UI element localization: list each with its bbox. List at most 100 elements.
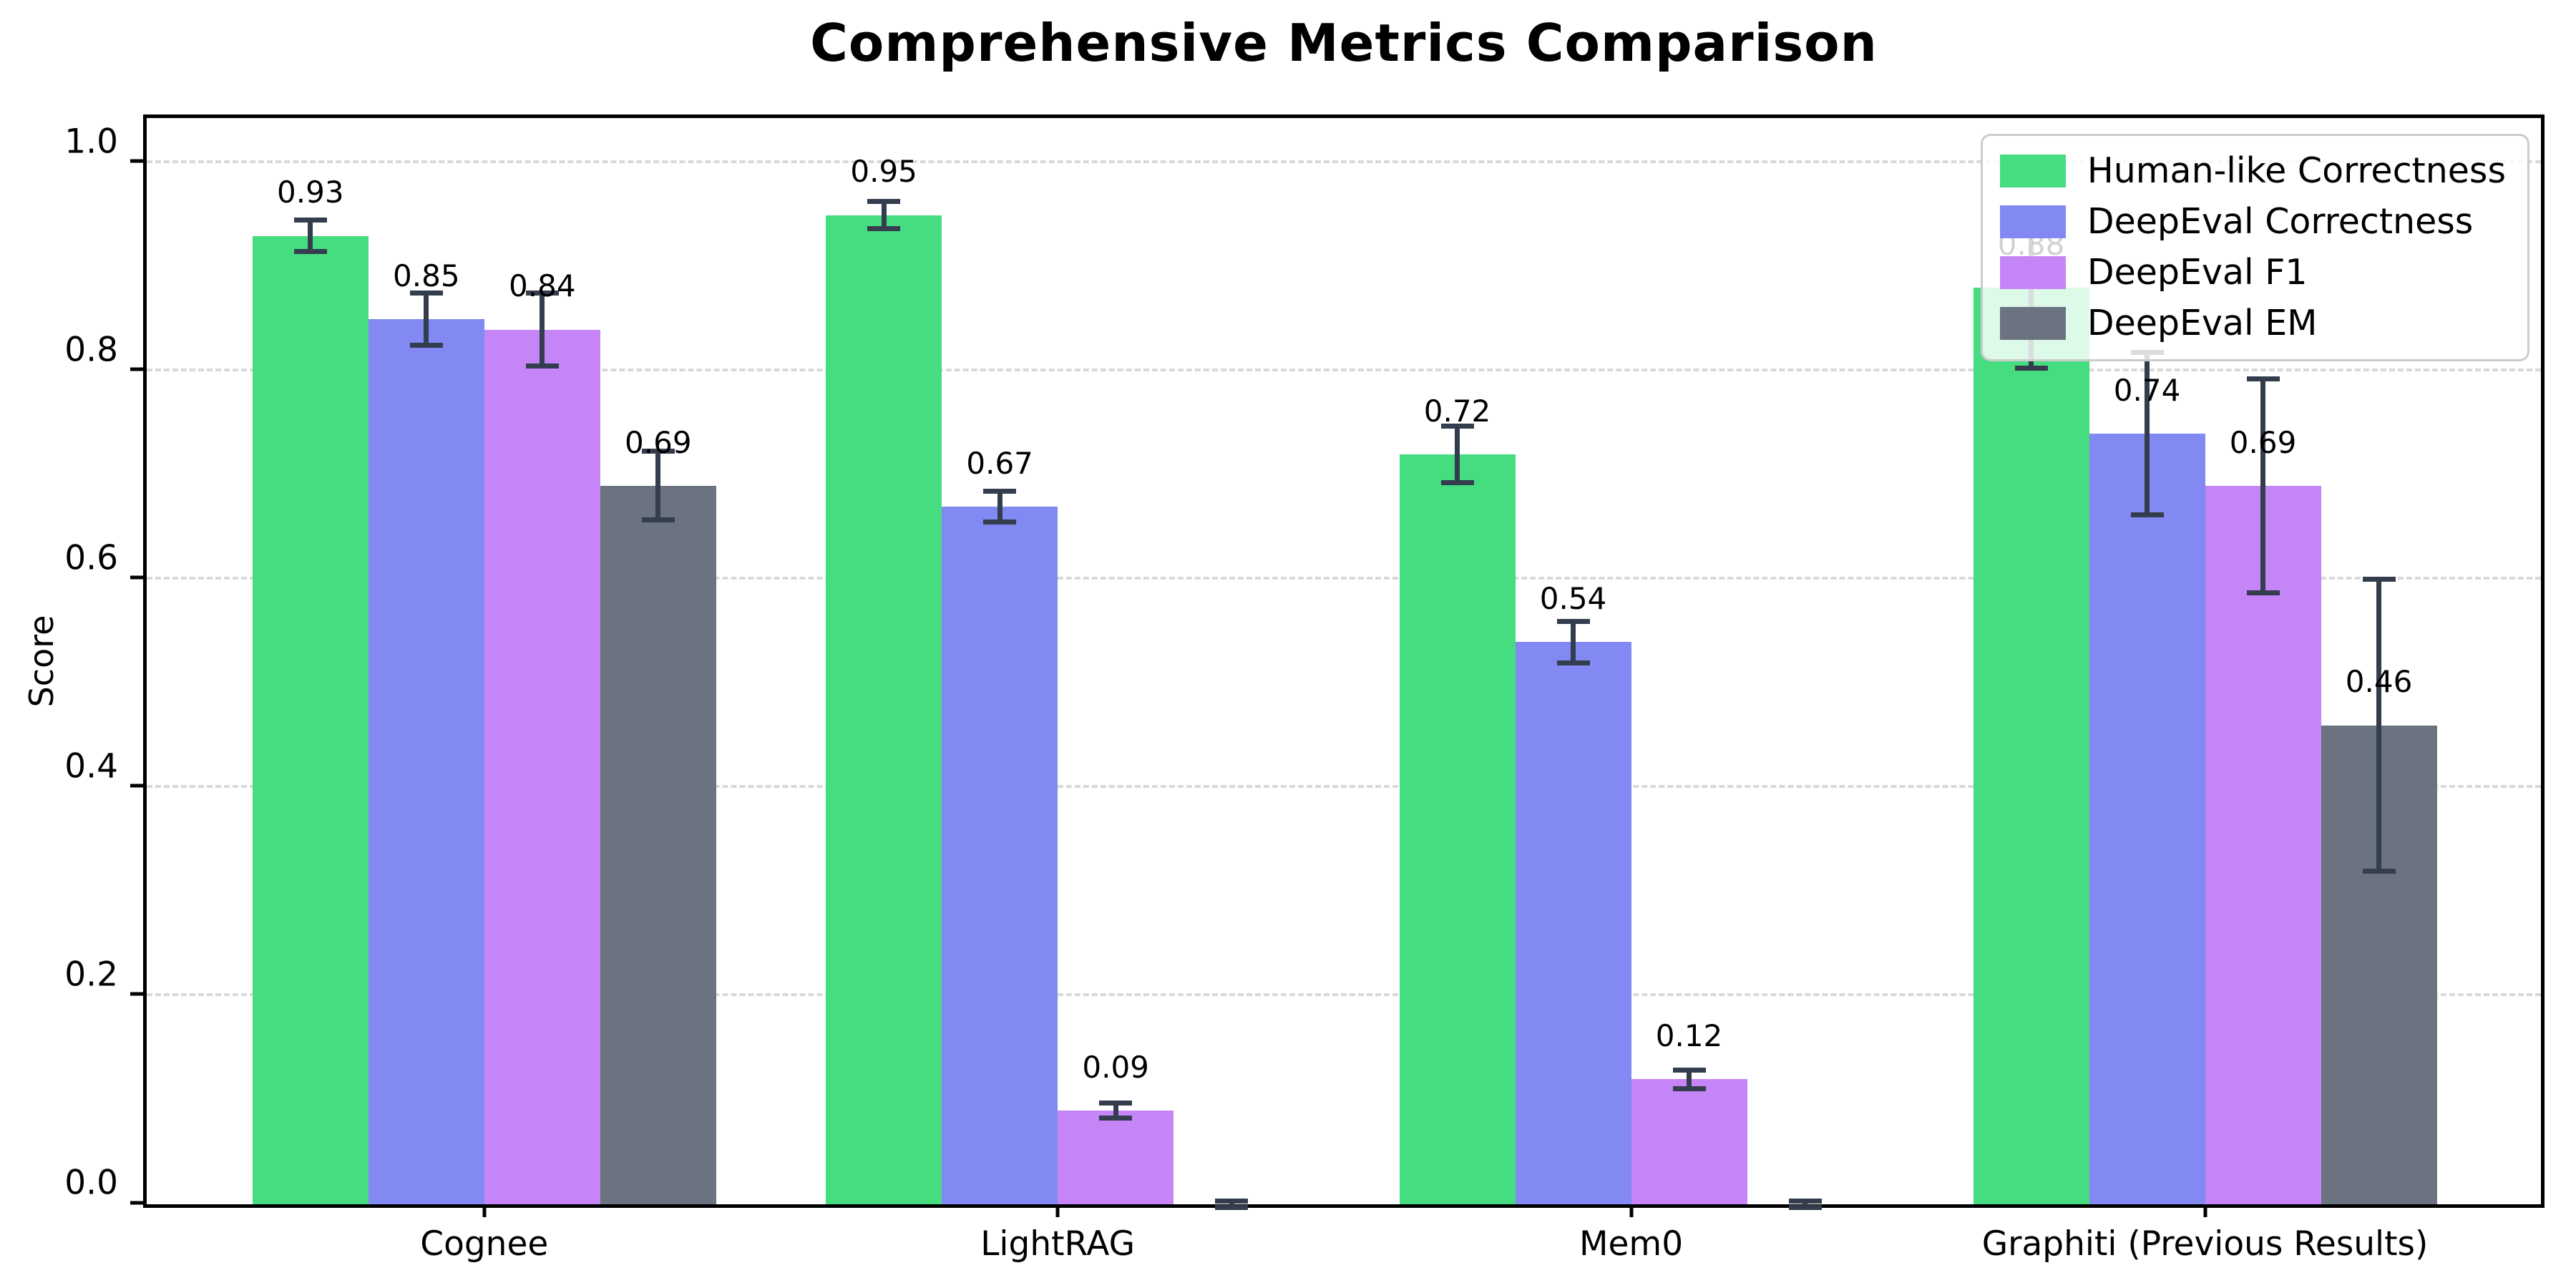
error-bar-cap	[1672, 1085, 1706, 1091]
error-bar	[1802, 1201, 1808, 1208]
bar-series1-group3	[2089, 434, 2205, 1204]
bar-series0-group0	[252, 235, 369, 1204]
error-bar-cap	[2362, 868, 2396, 874]
error-bar-cap	[1215, 1199, 1249, 1204]
error-bar	[424, 293, 429, 346]
legend-label: DeepEval EM	[2087, 303, 2318, 343]
error-bar-cap	[641, 517, 675, 523]
error-bar-cap	[2014, 365, 2048, 371]
error-bar-cap	[2246, 376, 2280, 381]
error-bar-cap	[293, 248, 327, 254]
error-bar-cap	[1440, 424, 1474, 429]
error-bar	[1687, 1070, 1692, 1089]
bar-series0-group3	[1973, 288, 2089, 1204]
error-bar-cap	[1788, 1199, 1822, 1204]
bar-slot: 0.84	[484, 118, 600, 1204]
bar-series2-group0	[484, 329, 600, 1204]
error-bar-cap	[1788, 1204, 1822, 1210]
error-bar-cap	[641, 449, 675, 454]
bar-series2-group3	[2205, 485, 2321, 1204]
bar-series1-group1	[942, 507, 1058, 1204]
bar-slot: 0.95	[826, 118, 942, 1204]
bar-slot: 0.69	[600, 118, 716, 1204]
error-bar	[881, 201, 887, 229]
bar-slot	[1174, 118, 1289, 1210]
bar-series1-group2	[1515, 642, 1631, 1204]
error-bar-cap	[1099, 1115, 1133, 1121]
bar-slot: 0.69	[2205, 118, 2321, 1204]
error-bar-cap	[1556, 618, 1590, 624]
bar-series1-group0	[368, 319, 484, 1204]
bar-value-label: 0.95	[850, 154, 917, 190]
y-tick-0.0	[130, 1201, 147, 1204]
chart-title: Comprehensive Metrics Comparison	[810, 13, 1878, 73]
legend-label: DeepEval F1	[2087, 252, 2308, 293]
bar-slot: 0.85	[368, 118, 484, 1204]
error-bar-cap	[525, 291, 559, 296]
y-tick-label: 0.2	[64, 955, 118, 995]
error-bar-cap	[293, 218, 327, 223]
y-tick-label: 0.0	[64, 1163, 118, 1203]
error-bar	[1229, 1201, 1234, 1208]
bar-series2-group2	[1631, 1079, 1747, 1204]
error-bar	[655, 451, 661, 520]
error-bar-cap	[1556, 660, 1590, 665]
x-tick-label-0: Cognee	[420, 1224, 549, 1264]
bar-value-label: 0.69	[625, 424, 692, 460]
error-bar-cap	[525, 364, 559, 369]
gridline-0.8	[147, 368, 2541, 371]
x-tick-0	[482, 1204, 487, 1217]
bar-value-label: 0.09	[1082, 1049, 1149, 1085]
legend-swatch-icon	[1999, 154, 2066, 187]
legend-label: Human-like Correctness	[2087, 150, 2506, 191]
error-bar-cap	[1440, 480, 1474, 486]
gridline-1	[147, 160, 2541, 163]
bar-slot: 0.67	[942, 118, 1058, 1204]
legend-swatch-icon	[1999, 255, 2066, 289]
bar-value-label: 0.72	[1423, 393, 1491, 429]
bar-series2-group1	[1058, 1111, 1174, 1204]
error-bar	[1571, 621, 1576, 663]
bar-value-label: 0.93	[277, 175, 344, 210]
bar-value-label: 0.12	[1655, 1018, 1723, 1053]
bar-value-label: 0.46	[2345, 664, 2413, 700]
bar-value-label: 0.85	[393, 258, 460, 293]
gridline-0.6	[147, 576, 2541, 580]
error-bar-cap	[1672, 1067, 1706, 1073]
error-bar	[540, 293, 545, 366]
legend-swatch-icon	[1999, 306, 2066, 340]
x-tick-label-3: Graphiti (Previous Results)	[1981, 1224, 2429, 1264]
error-bar	[2260, 379, 2266, 593]
bar-group-0: 0.93 0.85 0.84 0.69	[252, 118, 716, 1204]
bar-slot: 0.74	[2089, 118, 2205, 1204]
error-bar-cap	[867, 199, 901, 205]
y-tick-label: 0.4	[64, 746, 118, 786]
legend-item-3: DeepEval EM	[1999, 303, 2506, 343]
error-bar-cap	[983, 488, 1017, 494]
bar-slot: 0.12	[1631, 118, 1747, 1204]
y-tick-0.8	[130, 367, 147, 371]
error-bar-cap	[983, 519, 1017, 525]
error-bar	[997, 491, 1002, 522]
bar-value-label: 0.84	[509, 268, 576, 304]
legend-swatch-icon	[1999, 205, 2066, 238]
bar-value-label: 0.74	[2113, 372, 2181, 408]
y-tick-0.4	[130, 784, 147, 788]
legend: Human-like Correctness DeepEval Correctne…	[1980, 134, 2529, 361]
bar-value-label: 0.67	[966, 445, 1033, 481]
gridline-0.4	[147, 784, 2541, 788]
error-bar-cap	[2246, 590, 2280, 596]
error-bar-cap	[409, 291, 443, 296]
bar-series0-group1	[826, 215, 942, 1204]
legend-item-0: Human-like Correctness	[1999, 150, 2506, 191]
y-tick-label: 0.8	[64, 330, 118, 370]
error-bar-cap	[1215, 1204, 1249, 1210]
plot-area: 0.0 0.2 0.4 0.6 0.8 1.0 Cognee LightRAG Mem0 Gra…	[64, 114, 2545, 1264]
x-tick-1	[1055, 1204, 1060, 1217]
gridline-0.2	[147, 992, 2541, 996]
y-tick-0.2	[130, 992, 147, 996]
bar-series0-group2	[1399, 454, 1516, 1204]
legend-item-2: DeepEval F1	[1999, 252, 2506, 293]
bar-slot: 0.88	[1973, 118, 2089, 1204]
x-tick-2	[1629, 1204, 1634, 1217]
